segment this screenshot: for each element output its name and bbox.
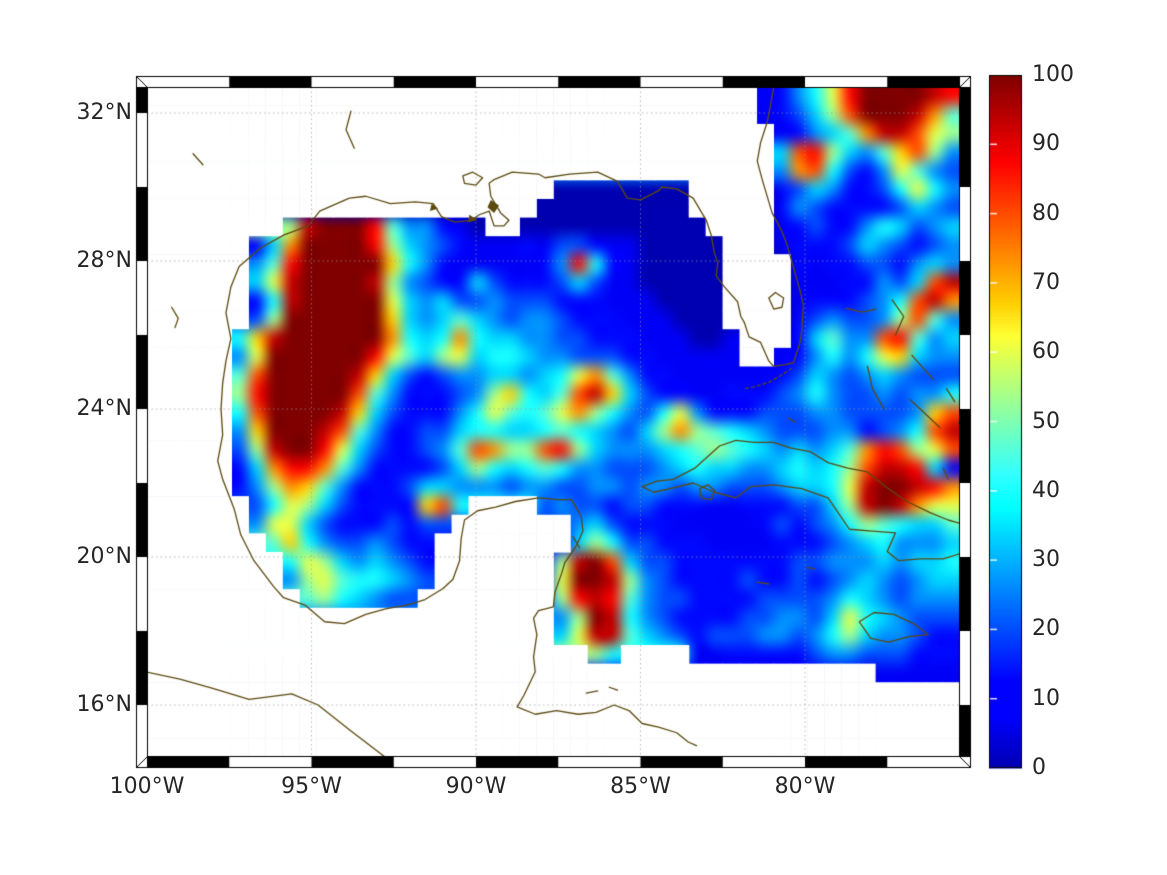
colorbar-tick-label: 20 <box>1032 616 1060 642</box>
colorbar-tick-label: 50 <box>1032 408 1060 434</box>
colorbar-tick-label: 70 <box>1032 269 1060 295</box>
colorbar-tick-label: 90 <box>1032 131 1060 157</box>
lat-tick-label: 28°N <box>76 248 132 273</box>
colorbar-tick-label: 0 <box>1032 755 1046 780</box>
lat-tick-label: 24°N <box>76 396 132 421</box>
colorbar-tick-label: 60 <box>1032 339 1060 365</box>
colorbar-tick-label: 10 <box>1032 685 1060 711</box>
lon-tick-label: 80°W <box>774 774 836 799</box>
colorbar-tick-label: 30 <box>1032 547 1060 573</box>
colorbar-tick-label: 40 <box>1032 477 1060 503</box>
colorbar-tick-label: 100 <box>1032 62 1074 87</box>
lon-tick-label: 95°W <box>281 774 342 799</box>
colorbar-tick-label: 80 <box>1032 200 1060 226</box>
lat-tick-label: 20°N <box>76 544 132 569</box>
lon-tick-label: 85°W <box>610 774 671 799</box>
lon-tick-label: 100°W <box>109 774 185 799</box>
lat-tick-label: 32°N <box>76 100 132 125</box>
lat-tick-label: 16°N <box>76 692 132 717</box>
lon-tick-label: 90°W <box>445 774 507 799</box>
